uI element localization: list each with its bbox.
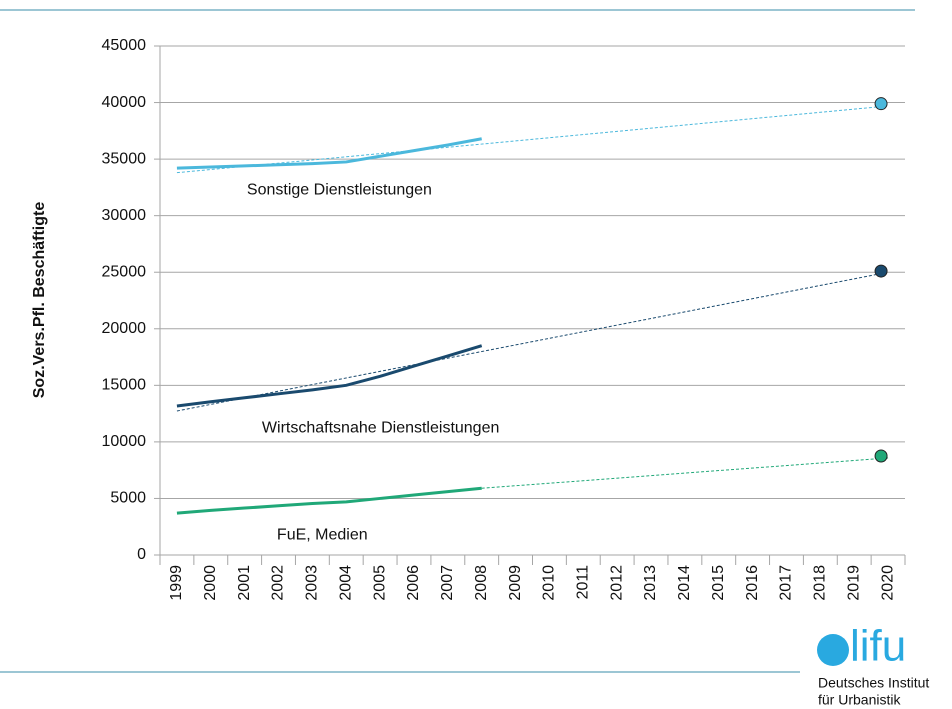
x-tick-label: 2018 [812, 565, 829, 601]
x-tick-label: 2017 [778, 565, 795, 601]
logo-line: Deutsches Institut [818, 675, 929, 691]
series-line [176, 137, 482, 170]
x-tick-label: 2007 [439, 565, 456, 601]
x-tick-label: 2008 [473, 565, 490, 601]
target-point [874, 264, 888, 278]
x-tick-label: 1999 [168, 565, 185, 601]
logo-dot [817, 634, 849, 666]
x-tick-label: 2005 [371, 565, 388, 601]
logo-mark: lifu [850, 622, 906, 671]
y-tick-label: 40000 [102, 94, 147, 111]
x-tick-label: 2019 [845, 565, 862, 601]
y-tick-label: 35000 [102, 150, 147, 167]
x-tick-label: 2012 [608, 565, 625, 601]
y-tick-label: 30000 [102, 207, 147, 224]
x-tick-label: 2020 [879, 565, 896, 601]
x-tick-label: 2011 [575, 565, 592, 600]
x-tick-label: 2015 [710, 565, 727, 601]
target-point [874, 449, 888, 463]
trend-line [176, 105, 889, 174]
trend-line [481, 457, 889, 489]
x-tick-label: 2009 [507, 565, 524, 601]
trend-line [176, 271, 889, 412]
x-tick-label: 2004 [337, 565, 354, 601]
y-tick-label: 20000 [102, 320, 147, 337]
series-label: Sonstige Dienstleistungen [247, 181, 432, 198]
x-tick-label: 2001 [236, 565, 253, 601]
x-tick-label: 2002 [270, 565, 287, 601]
y-tick-label: 10000 [102, 433, 147, 450]
y-tick-label: 15000 [102, 377, 147, 394]
x-tick-label: 2003 [304, 565, 321, 601]
x-tick-label: 2006 [405, 565, 422, 601]
x-tick-label: 2016 [744, 565, 761, 601]
series-line [176, 344, 483, 408]
target-point [874, 97, 888, 111]
logo-line: für Urbanistik [818, 692, 901, 708]
y-tick-label: 0 [137, 546, 146, 563]
series-line [176, 486, 482, 515]
y-tick-label: 25000 [102, 263, 147, 280]
y-tick-label: 5000 [110, 490, 146, 507]
x-tick-label: 2000 [202, 565, 219, 601]
y-tick-label: 45000 [102, 37, 147, 54]
series-label: Wirtschaftsnahe Dienstleistungen [262, 419, 499, 436]
x-tick-label: 2014 [676, 565, 693, 601]
series-label: FuE, Medien [277, 526, 368, 543]
y-axis-title: Soz.Vers.Pfl. Beschäftigte [31, 202, 48, 399]
x-tick-label: 2010 [541, 565, 558, 601]
x-tick-label: 2013 [642, 565, 659, 601]
